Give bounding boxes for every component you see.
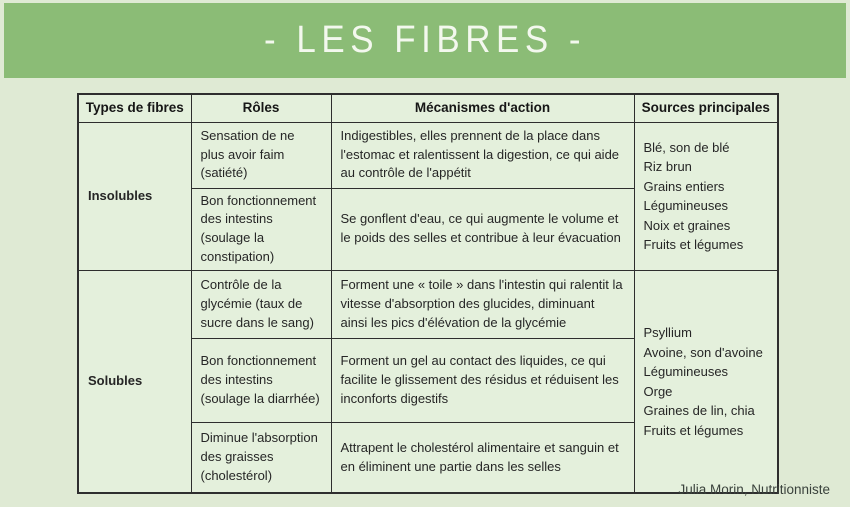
header-row: Types de fibres Rôles Mécanismes d'actio… <box>77 93 779 123</box>
mechanism-cell-solubles-3: Attrapent le cholestérol alimentaire et … <box>330 421 635 494</box>
table-row: Bon fonctionnement des intestins (soulag… <box>78 337 778 423</box>
source-item: Grains entiers <box>643 178 725 194</box>
role-cell-insolubles-2: Bon fonctionnement des intestins (soulag… <box>190 187 332 271</box>
source-item: Orge <box>643 383 673 399</box>
source-item: Psyllium <box>643 325 692 341</box>
source-item: Blé, son de blé <box>643 139 730 155</box>
sources-cell-insolubles: Blé, son de blé Riz brun Grains entiers … <box>633 121 779 271</box>
page-title: - LES FIBRES - <box>263 19 587 61</box>
source-item: Fruits et légumes <box>643 237 744 253</box>
source-item: Noix et graines <box>643 217 731 233</box>
col-header-mechanisms: Mécanismes d'action <box>330 93 635 123</box>
table-row: Diminue l'absorption des graisses (chole… <box>78 421 778 494</box>
title-banner: - LES FIBRES - <box>4 3 846 78</box>
source-item: Fruits et légumes <box>643 422 744 438</box>
role-cell-solubles-3: Diminue l'absorption des graisses (chole… <box>190 421 332 494</box>
fibres-table: Types de fibres Rôles Mécanismes d'actio… <box>77 93 779 495</box>
type-cell-solubles: Solubles <box>77 269 192 494</box>
source-item: Légumineuses <box>643 198 729 214</box>
mechanism-cell-insolubles-1: Indigestibles, elles prennent de la plac… <box>330 121 635 189</box>
source-item: Avoine, son d'avoine <box>643 344 763 360</box>
role-cell-solubles-2: Bon fonctionnement des intestins (soulag… <box>190 337 332 423</box>
source-item: Riz brun <box>643 159 692 175</box>
table-row: Solubles Contrôle de la glycémie (taux d… <box>77 269 779 494</box>
role-cell-solubles-1: Contrôle de la glycémie (taux de sucre d… <box>190 269 332 339</box>
author-credit: Julia Morin, Nutritionniste <box>678 482 830 497</box>
mechanism-cell-insolubles-2: Se gonflent d'eau, ce qui augmente le vo… <box>330 187 635 271</box>
source-item: Graines de lin, chia <box>643 403 755 419</box>
col-header-sources: Sources principales <box>633 93 779 123</box>
type-cell-insolubles: Insolubles <box>77 121 192 271</box>
source-item: Légumineuses <box>643 364 729 380</box>
role-cell-insolubles-1: Sensation de ne plus avoir faim (satiété… <box>190 121 332 189</box>
table-row: Bon fonctionnement des intestins (soulag… <box>78 187 778 271</box>
mechanism-cell-solubles-1: Forment une « toile » dans l'intestin qu… <box>330 269 635 339</box>
table-row: Insolubles Sensation de ne plus avoir fa… <box>77 121 779 271</box>
col-header-types: Types de fibres <box>77 93 192 123</box>
sources-cell-solubles: Psyllium Avoine, son d'avoine Légumineus… <box>633 269 779 494</box>
col-header-roles: Rôles <box>190 93 332 123</box>
mechanism-cell-solubles-2: Forment un gel au contact des liquides, … <box>330 337 635 423</box>
